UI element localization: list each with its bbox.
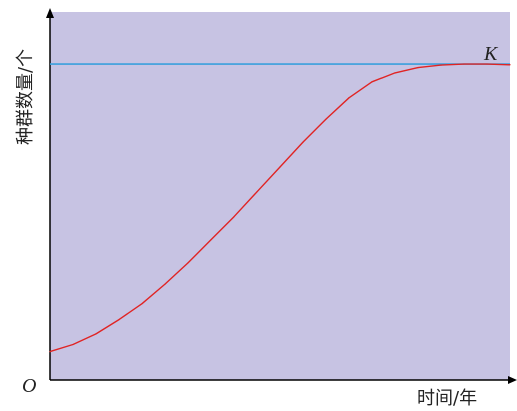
x-axis-label: 时间/年: [417, 388, 477, 409]
data-point: [279, 166, 281, 168]
data-point: [509, 64, 511, 66]
data-point: [95, 333, 97, 335]
y-axis-label: 种群数量/个: [15, 49, 36, 145]
data-point: [210, 239, 212, 241]
data-point: [256, 191, 258, 193]
data-point: [72, 343, 74, 346]
x-axis-arrow: [508, 376, 517, 384]
data-point: [440, 64, 442, 66]
data-point: [302, 141, 304, 143]
origin-label: O: [22, 375, 36, 397]
population-points: [49, 63, 511, 353]
data-point: [49, 351, 51, 353]
data-point: [325, 118, 327, 120]
data-point: [233, 216, 235, 218]
y-axis-arrow: [46, 8, 54, 18]
data-point: [394, 72, 396, 74]
data-point: [486, 63, 488, 65]
data-point: [187, 262, 189, 264]
data-point: [371, 81, 373, 83]
data-point: [417, 67, 419, 69]
data-point: [141, 303, 143, 305]
data-point: [348, 97, 350, 99]
data-point: [164, 283, 166, 285]
plot-background: [50, 12, 510, 380]
data-point: [463, 63, 465, 65]
k-label: K: [483, 43, 499, 65]
data-point: [118, 319, 120, 321]
